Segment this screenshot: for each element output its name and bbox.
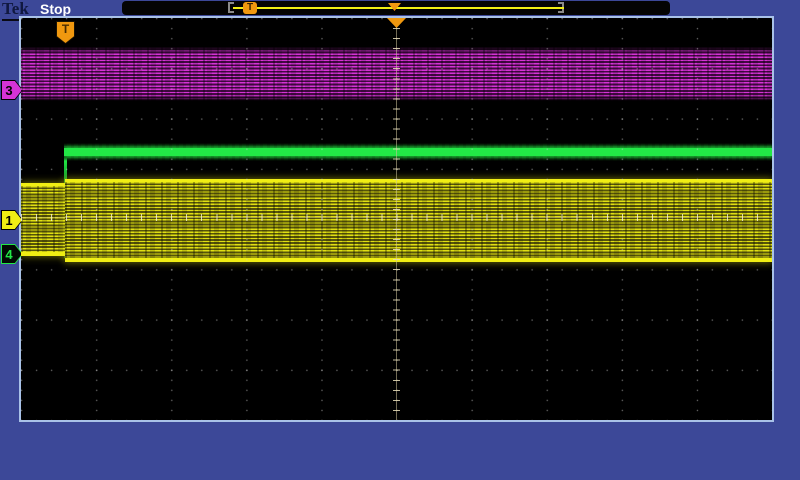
ch3-position-marker-label: 3 (2, 81, 22, 99)
trigger-point-flag-icon[interactable]: T (56, 21, 75, 44)
expansion-point-marker-icon[interactable] (387, 18, 406, 28)
acquisition-status: Stop (40, 1, 72, 17)
tek-logo: Tek (2, 0, 30, 21)
expansion-point-triangle-icon[interactable] (388, 3, 401, 11)
graticule: T (19, 16, 774, 422)
ch4-position-marker-label: 4 (2, 245, 22, 263)
waveform-area: T (21, 18, 772, 420)
record-length-line (233, 7, 564, 9)
ch1-position-marker[interactable]: 1 (1, 210, 23, 230)
ch4-position-marker[interactable]: 4 (1, 244, 23, 264)
trigger-point-flag-label: T (57, 22, 74, 43)
window-bracket-left-icon (228, 2, 234, 13)
ch3-position-marker[interactable]: 3 (1, 80, 23, 100)
center-horizontal-axis-ticks (21, 214, 772, 221)
ch4-waveform-core (64, 148, 772, 156)
ch1-position-marker-label: 1 (2, 211, 22, 229)
ch4-waveform (64, 143, 772, 161)
trigger-position-icon[interactable]: T (243, 2, 257, 14)
horizontal-position-bar[interactable]: T (122, 1, 670, 15)
